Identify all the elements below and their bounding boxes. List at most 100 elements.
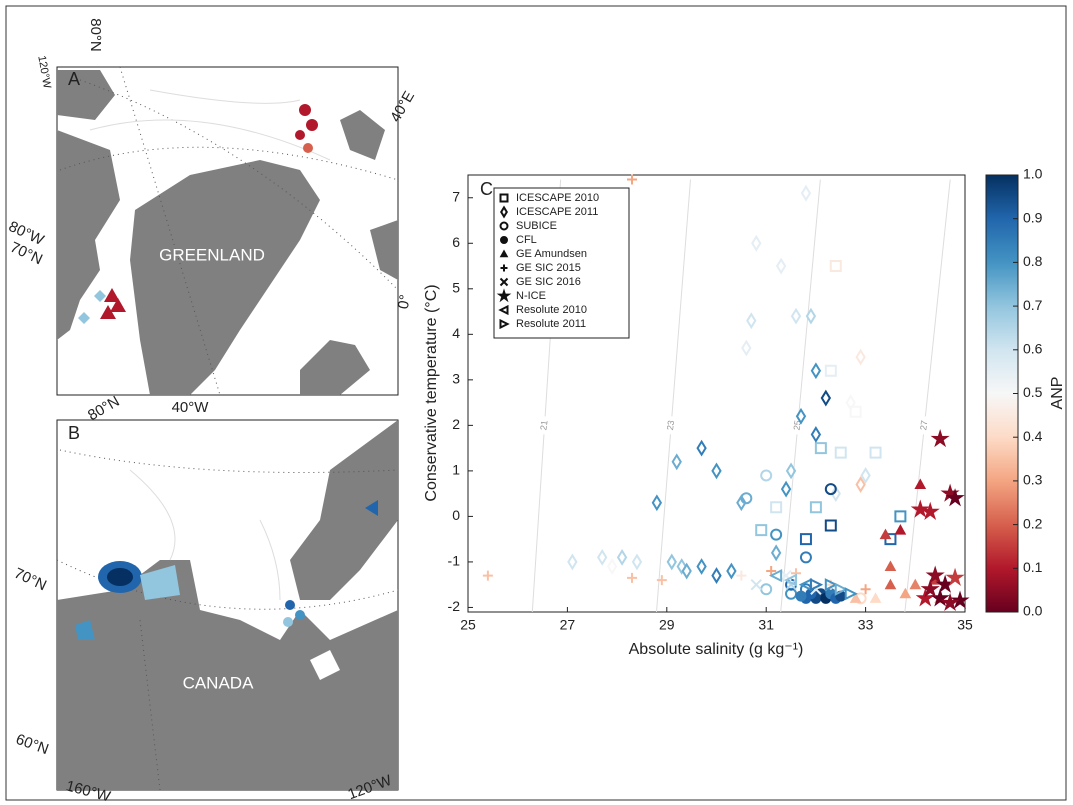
point bbox=[671, 453, 682, 471]
station bbox=[285, 600, 295, 610]
point bbox=[711, 567, 722, 584]
point bbox=[631, 553, 643, 571]
point bbox=[627, 572, 638, 583]
legend-label: GE SIC 2016 bbox=[516, 276, 581, 288]
isopycnal-label-bg bbox=[539, 416, 550, 435]
y-tick-label: 1 bbox=[452, 462, 460, 478]
map-label: 60°N bbox=[14, 731, 51, 758]
map-label: 40°W bbox=[172, 399, 210, 416]
colorbar-tick-label: 0.4 bbox=[1023, 428, 1043, 444]
point bbox=[879, 528, 892, 540]
point bbox=[810, 426, 822, 443]
legend-label: Resolute 2010 bbox=[516, 304, 587, 316]
station bbox=[306, 119, 318, 131]
series bbox=[567, 184, 871, 584]
bathymetry bbox=[129, 469, 281, 601]
station-cluster bbox=[78, 104, 318, 324]
panel-label: A bbox=[68, 69, 80, 89]
legend-label: CFL bbox=[516, 234, 537, 246]
point bbox=[884, 578, 897, 590]
bathymetry bbox=[89, 89, 331, 161]
isopycnal-label-bg bbox=[666, 416, 677, 435]
point bbox=[785, 462, 797, 480]
y-tick-label: 4 bbox=[452, 325, 460, 341]
station bbox=[78, 290, 106, 324]
colorbar-tick-label: 0.9 bbox=[1023, 209, 1043, 225]
point bbox=[799, 551, 812, 564]
point bbox=[666, 553, 677, 571]
legend-marker bbox=[499, 277, 509, 287]
point bbox=[830, 485, 841, 503]
point bbox=[766, 566, 777, 577]
point bbox=[770, 501, 783, 514]
y-axis-title: Conservative temperature (°C) bbox=[423, 284, 440, 501]
point bbox=[809, 501, 822, 514]
panel-label: C bbox=[480, 179, 493, 199]
point bbox=[736, 570, 747, 581]
legend-label: N-ICE bbox=[516, 290, 546, 302]
point bbox=[860, 467, 871, 484]
point bbox=[915, 588, 935, 607]
point bbox=[925, 565, 945, 584]
point bbox=[606, 558, 618, 575]
colorbar-tick-label: 0.6 bbox=[1023, 341, 1043, 357]
x-tick-label: 25 bbox=[460, 617, 476, 633]
station bbox=[100, 288, 126, 319]
land bbox=[340, 110, 385, 160]
y-tick-label: 3 bbox=[452, 371, 460, 387]
legend-marker bbox=[499, 193, 509, 203]
y-tick-label: -2 bbox=[448, 598, 461, 614]
legend-label: ICESCAPE 2011 bbox=[516, 206, 598, 218]
colorbar-tick-label: 0.8 bbox=[1023, 253, 1043, 269]
isopycnal bbox=[780, 179, 821, 613]
point bbox=[844, 587, 858, 601]
map-label: CANADA bbox=[183, 673, 255, 692]
y-tick-label: 6 bbox=[452, 234, 460, 250]
point bbox=[884, 533, 897, 546]
map-label: 120°W bbox=[35, 55, 53, 90]
point bbox=[780, 480, 792, 498]
station bbox=[295, 610, 305, 620]
point bbox=[567, 553, 578, 571]
map-b: B 80°N 70°N CANADA 60°N 160°W 120°W bbox=[11, 393, 399, 805]
land bbox=[57, 560, 398, 790]
point bbox=[651, 494, 663, 512]
legend-marker bbox=[500, 205, 508, 219]
legend-marker bbox=[498, 304, 509, 316]
point bbox=[909, 578, 922, 590]
legend: ICESCAPE 2010 ICESCAPE 2011 SUBICE CFL GE Am… bbox=[493, 187, 630, 339]
point bbox=[855, 348, 866, 366]
point bbox=[824, 519, 837, 532]
point bbox=[884, 560, 897, 571]
point bbox=[930, 428, 950, 448]
isopycnal bbox=[656, 179, 691, 613]
point bbox=[627, 174, 638, 185]
map-label: 0° bbox=[395, 293, 414, 310]
x-tick-label: 33 bbox=[858, 617, 874, 633]
point bbox=[810, 362, 822, 380]
point bbox=[894, 524, 907, 535]
station-cluster bbox=[75, 500, 378, 640]
colorbar-tick-label: 0.2 bbox=[1023, 515, 1043, 531]
legend-marker bbox=[499, 318, 510, 330]
point bbox=[768, 568, 783, 583]
isopycnal-label: 27 bbox=[918, 420, 929, 431]
point bbox=[945, 488, 965, 507]
point bbox=[824, 483, 837, 496]
isopycnal-label: 23 bbox=[665, 420, 676, 431]
point bbox=[783, 573, 798, 587]
land bbox=[300, 340, 370, 395]
point bbox=[829, 260, 842, 273]
point bbox=[790, 307, 802, 325]
point bbox=[746, 312, 757, 330]
point bbox=[696, 439, 707, 457]
isopycnal-label: 21 bbox=[538, 420, 549, 431]
point bbox=[814, 442, 827, 455]
legend-label: Resolute 2011 bbox=[516, 318, 586, 330]
point bbox=[799, 533, 812, 546]
colorbar-tick-label: 0.0 bbox=[1023, 603, 1043, 619]
point bbox=[726, 562, 737, 580]
isopycnal-label-bg bbox=[792, 416, 803, 435]
graticule bbox=[56, 449, 399, 791]
